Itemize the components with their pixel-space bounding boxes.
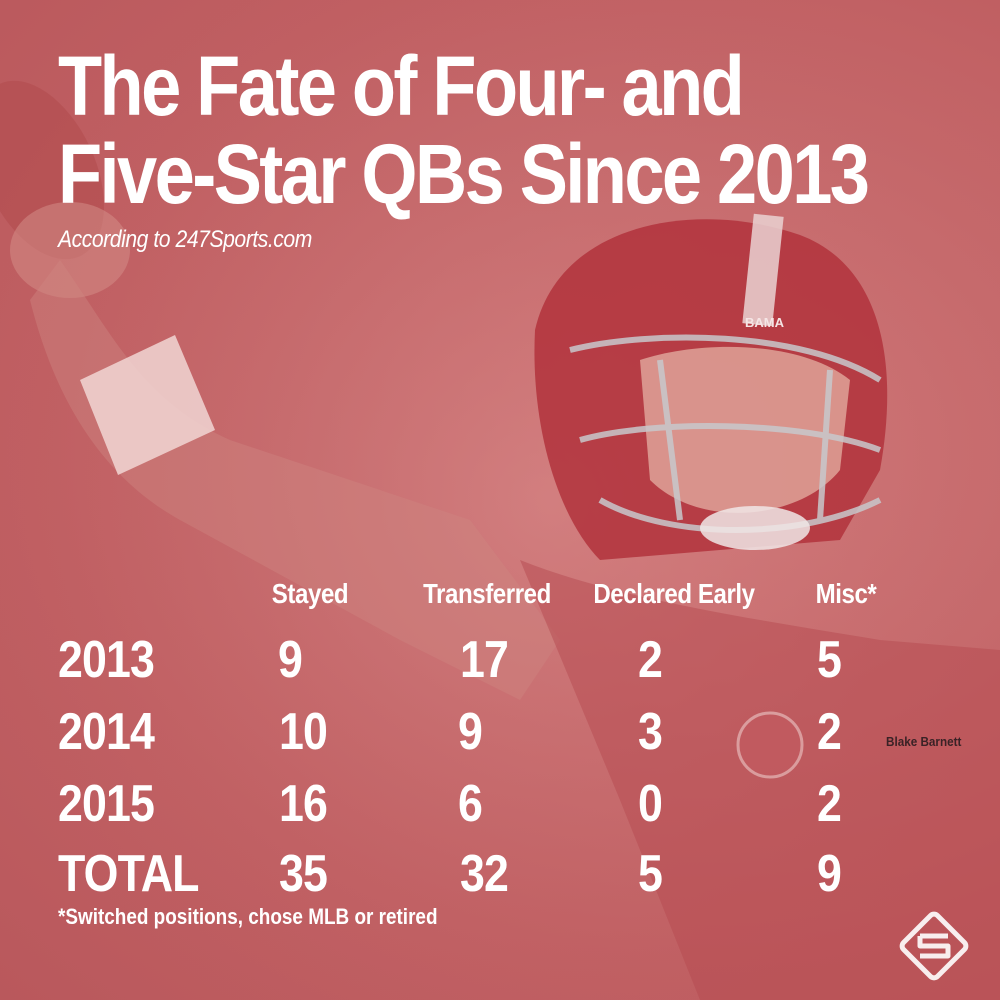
footnote: *Switched positions, chose MLB or retire… xyxy=(58,904,438,929)
helmet-stripe xyxy=(742,213,784,327)
sec-patch xyxy=(736,711,804,779)
cell-2015-transferred: 6 xyxy=(457,775,483,833)
title-line-2: Five-Star QBs Since 2013 xyxy=(58,127,870,221)
cell-2014-misc: 2 xyxy=(816,703,842,761)
photo-credit: Blake Barnett xyxy=(886,734,962,749)
row-label-2013: 2013 xyxy=(58,631,155,689)
cell-2013-stayed: 9 xyxy=(277,631,303,689)
chart-subtitle: According to 247Sports.com xyxy=(58,226,312,253)
jersey-shape xyxy=(520,560,1000,1000)
facemask-shape xyxy=(569,334,882,533)
row-label-total: TOTAL xyxy=(58,845,199,903)
cell-total-declared-early: 5 xyxy=(637,845,663,903)
column-header-stayed: Stayed xyxy=(271,578,349,609)
cell-2015-stayed: 16 xyxy=(278,775,328,833)
cell-total-stayed: 35 xyxy=(278,845,328,903)
cell-2015-declared-early: 0 xyxy=(637,775,663,833)
title-line-1: The Fate of Four- and xyxy=(58,39,745,133)
cell-2014-stayed: 10 xyxy=(278,703,328,761)
cell-total-misc: 9 xyxy=(816,845,842,903)
wristband-shape xyxy=(80,335,215,475)
cell-total-transferred: 32 xyxy=(459,845,509,903)
column-header-transferred: Transferred xyxy=(423,578,551,609)
cell-2014-transferred: 9 xyxy=(457,703,483,761)
cell-2013-transferred: 17 xyxy=(459,631,509,689)
row-label-2014: 2014 xyxy=(58,703,155,761)
hand-shape xyxy=(10,202,130,298)
column-header-misc: Misc* xyxy=(815,578,877,609)
column-header-declared-early: Declared Early xyxy=(593,578,755,609)
chart-title: The Fate of Four- and Five-Star QBs Sinc… xyxy=(58,39,870,221)
sporting-news-logo-icon xyxy=(899,911,969,981)
cell-2014-declared-early: 3 xyxy=(637,703,663,761)
row-label-2015: 2015 xyxy=(58,775,155,833)
helmet-text: BAMA xyxy=(745,315,785,330)
cell-2015-misc: 2 xyxy=(816,775,842,833)
cell-2013-declared-early: 2 xyxy=(637,631,663,689)
arm-shape xyxy=(30,260,560,700)
cell-2013-misc: 5 xyxy=(816,631,842,689)
chinstrap-shape xyxy=(700,506,810,550)
